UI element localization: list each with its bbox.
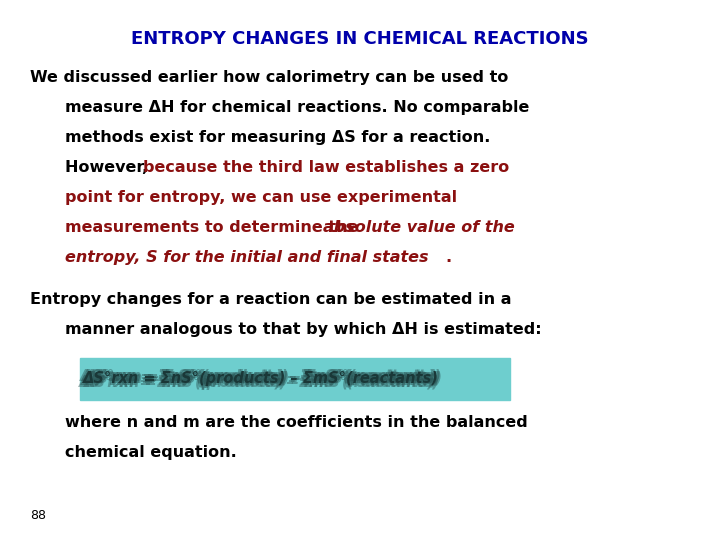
- Text: ΔS°rxn = ΣnS°(products) – ΣmS°(reactants): ΔS°rxn = ΣnS°(products) – ΣmS°(reactants…: [86, 370, 443, 386]
- Text: methods exist for measuring ΔS for a reaction.: methods exist for measuring ΔS for a rea…: [65, 130, 490, 145]
- Text: because the third law establishes a zero: because the third law establishes a zero: [143, 160, 509, 175]
- Text: ENTROPY CHANGES IN CHEMICAL REACTIONS: ENTROPY CHANGES IN CHEMICAL REACTIONS: [131, 30, 589, 48]
- Text: .: .: [445, 250, 451, 265]
- Text: ΔS°rxn = ΣnS°(products) – ΣmS°(reactants): ΔS°rxn = ΣnS°(products) – ΣmS°(reactants…: [83, 372, 438, 387]
- Text: ΔS°rxn = ΣnS°(products) – ΣmS°(reactants): ΔS°rxn = ΣnS°(products) – ΣmS°(reactants…: [81, 374, 436, 388]
- Text: chemical equation.: chemical equation.: [65, 445, 237, 460]
- Text: ΔS°rxn = ΣnS°(products) – ΣmS°(reactants): ΔS°rxn = ΣnS°(products) – ΣmS°(reactants…: [83, 373, 438, 388]
- Text: measure ΔH for chemical reactions. No comparable: measure ΔH for chemical reactions. No co…: [65, 100, 529, 115]
- FancyBboxPatch shape: [80, 358, 510, 400]
- Text: Entropy changes for a reaction can be estimated in a: Entropy changes for a reaction can be es…: [30, 292, 511, 307]
- Text: 88: 88: [30, 509, 46, 522]
- Text: measurements to determine the: measurements to determine the: [65, 220, 364, 235]
- Text: We discussed earlier how calorimetry can be used to: We discussed earlier how calorimetry can…: [30, 70, 508, 85]
- Text: entropy, S for the initial and final states: entropy, S for the initial and final sta…: [65, 250, 428, 265]
- Text: point for entropy, we can use experimental: point for entropy, we can use experiment…: [65, 190, 457, 205]
- Text: ΔS°rxn = ΣnS°(products) – ΣmS°(reactants): ΔS°rxn = ΣnS°(products) – ΣmS°(reactants…: [85, 372, 441, 387]
- Text: ΔS°rxn = ΣnS°(products) – ΣmS°(reactants): ΔS°rxn = ΣnS°(products) – ΣmS°(reactants…: [78, 375, 435, 389]
- Text: ΔS°rxn = ΣnS°(products) – ΣmS°(reactants): ΔS°rxn = ΣnS°(products) – ΣmS°(reactants…: [86, 369, 441, 384]
- Text: ΔS°rxn = ΣnS°(products) – ΣmS°(reactants): ΔS°rxn = ΣnS°(products) – ΣmS°(reactants…: [81, 368, 438, 383]
- Text: ΔS°rxn = ΣnS°(products) – ΣmS°(reactants): ΔS°rxn = ΣnS°(products) – ΣmS°(reactants…: [84, 375, 439, 389]
- Text: ΔS°rxn = ΣnS°(products) – ΣmS°(reactants): ΔS°rxn = ΣnS°(products) – ΣmS°(reactants…: [80, 369, 436, 384]
- Text: However,: However,: [65, 160, 154, 175]
- Text: where n and m are the coefficients in the balanced: where n and m are the coefficients in th…: [65, 415, 528, 430]
- Text: absolute value of the: absolute value of the: [323, 220, 515, 235]
- Text: manner analogous to that by which ΔH is estimated:: manner analogous to that by which ΔH is …: [65, 322, 541, 337]
